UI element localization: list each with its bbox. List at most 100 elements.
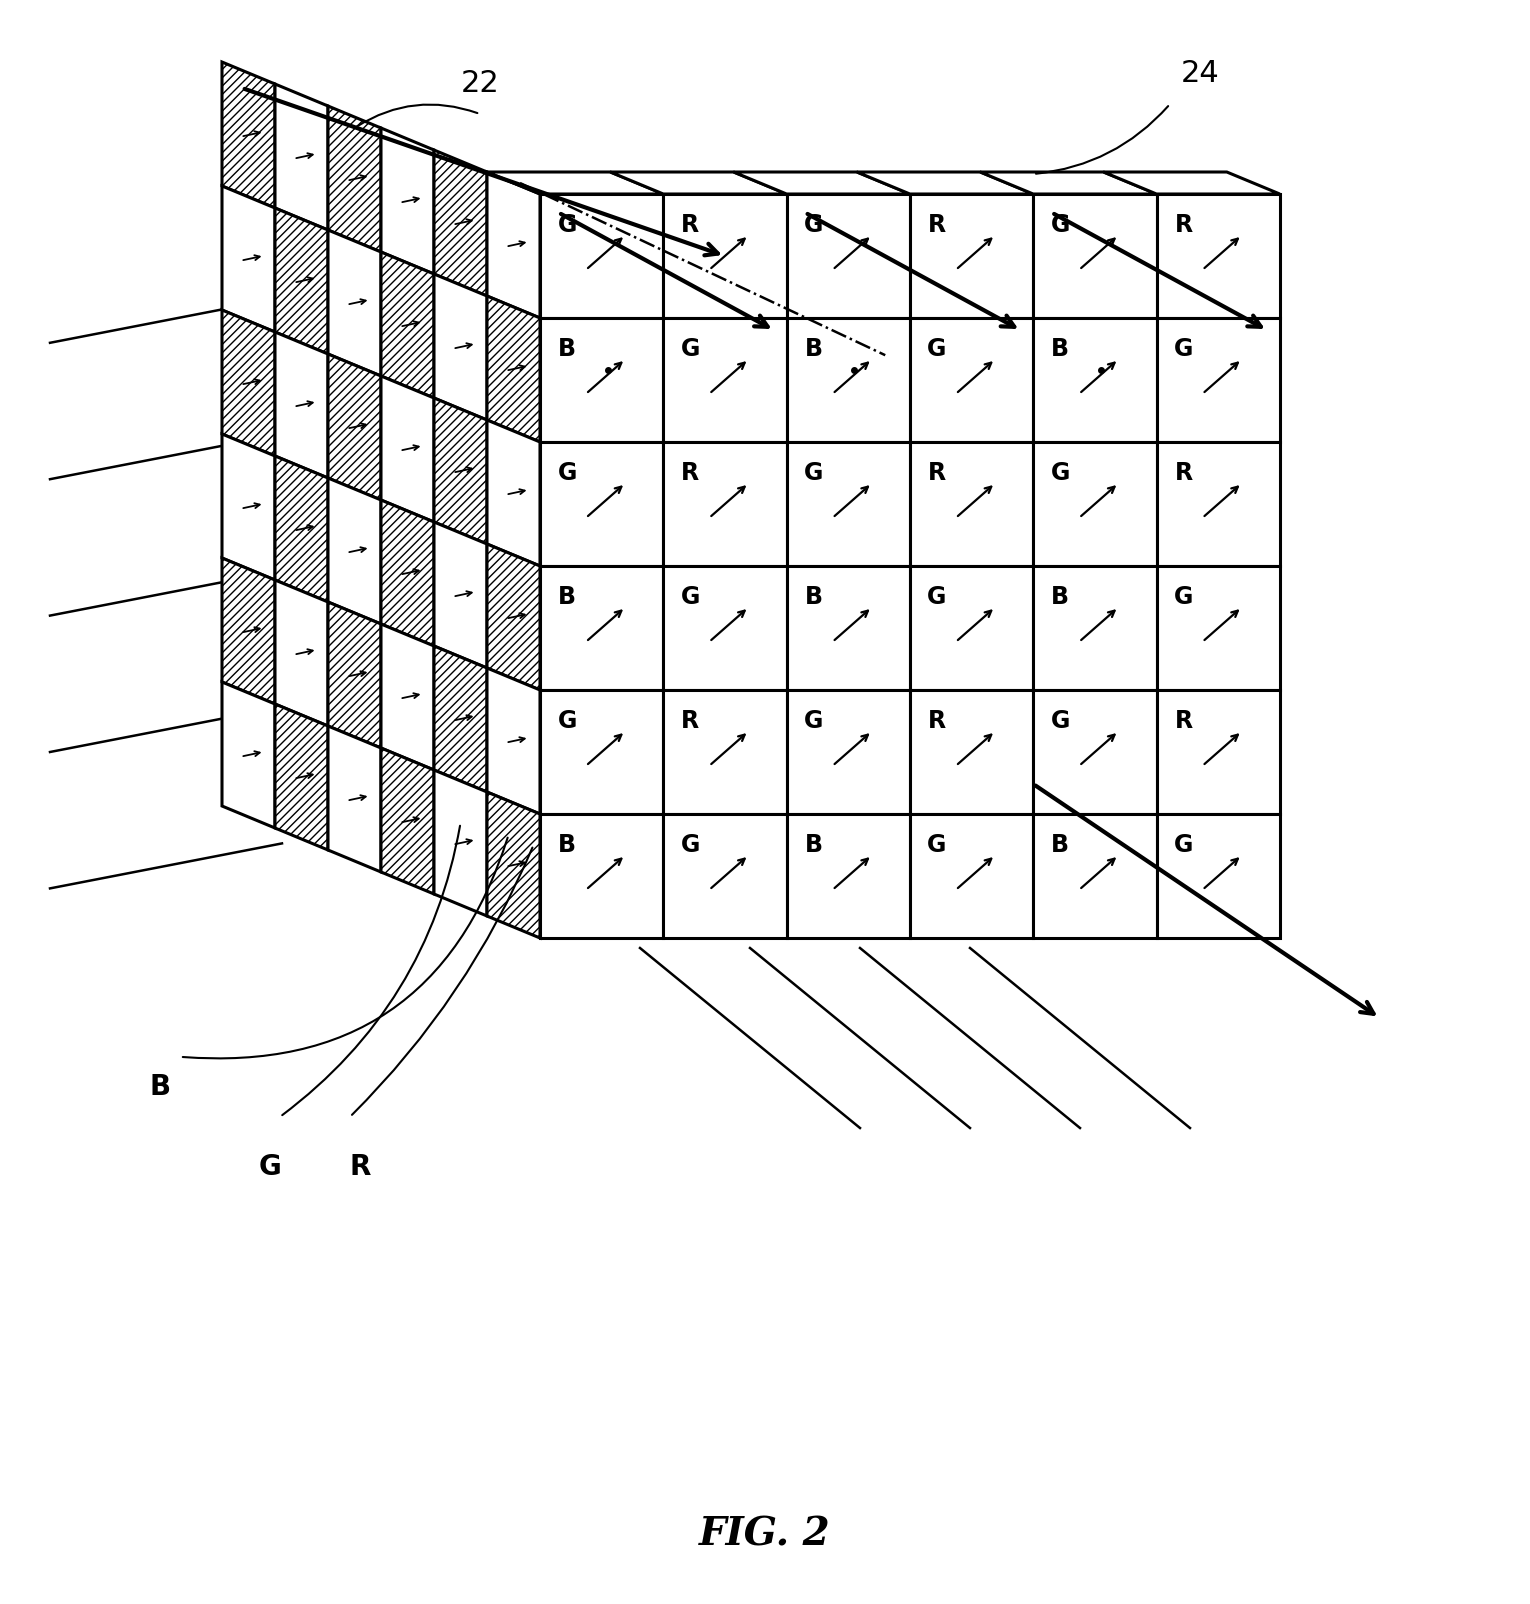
Text: 22: 22	[461, 69, 499, 98]
Polygon shape	[664, 194, 786, 318]
Polygon shape	[327, 727, 381, 873]
Text: R: R	[349, 1153, 370, 1181]
Polygon shape	[1033, 566, 1157, 690]
Polygon shape	[1157, 194, 1279, 318]
Polygon shape	[435, 521, 487, 667]
Text: G: G	[805, 460, 823, 484]
Text: R: R	[681, 709, 699, 733]
Text: G: G	[1051, 213, 1069, 237]
Polygon shape	[487, 792, 540, 938]
Polygon shape	[487, 420, 540, 566]
Polygon shape	[540, 318, 664, 443]
Polygon shape	[786, 443, 910, 566]
Polygon shape	[381, 252, 435, 398]
Polygon shape	[275, 581, 327, 727]
Text: B: B	[1051, 832, 1069, 857]
Polygon shape	[610, 172, 786, 194]
Polygon shape	[786, 813, 910, 938]
Polygon shape	[664, 813, 786, 938]
Polygon shape	[381, 128, 435, 274]
Text: G: G	[681, 585, 701, 610]
Polygon shape	[1033, 194, 1157, 318]
Text: G: G	[805, 709, 823, 733]
Text: R: R	[681, 460, 699, 484]
Polygon shape	[540, 566, 664, 690]
Polygon shape	[275, 83, 327, 229]
Polygon shape	[381, 500, 435, 646]
Text: R: R	[929, 460, 946, 484]
Text: G: G	[557, 460, 577, 484]
Text: B: B	[150, 1073, 170, 1100]
Polygon shape	[327, 602, 381, 747]
Polygon shape	[1033, 443, 1157, 566]
Polygon shape	[435, 646, 487, 792]
Text: G: G	[927, 832, 947, 857]
Text: FIG. 2: FIG. 2	[699, 1516, 831, 1553]
Polygon shape	[786, 566, 910, 690]
Polygon shape	[275, 704, 327, 850]
Polygon shape	[786, 318, 910, 443]
Text: G: G	[805, 213, 823, 237]
Polygon shape	[435, 274, 487, 420]
Polygon shape	[1033, 318, 1157, 443]
Text: G: G	[1174, 337, 1193, 361]
Polygon shape	[540, 690, 664, 813]
Polygon shape	[540, 194, 664, 318]
Polygon shape	[381, 375, 435, 521]
Text: G: G	[1174, 832, 1193, 857]
Polygon shape	[1033, 813, 1157, 938]
Polygon shape	[381, 624, 435, 770]
Polygon shape	[487, 172, 540, 318]
Polygon shape	[910, 443, 1033, 566]
Polygon shape	[664, 566, 786, 690]
Polygon shape	[664, 443, 786, 566]
Text: G: G	[927, 337, 947, 361]
Polygon shape	[1103, 172, 1279, 194]
Polygon shape	[435, 151, 487, 297]
Text: G: G	[681, 832, 701, 857]
Text: G: G	[557, 709, 577, 733]
Polygon shape	[786, 690, 910, 813]
Polygon shape	[786, 194, 910, 318]
Text: G: G	[259, 1153, 282, 1181]
Polygon shape	[275, 456, 327, 602]
Polygon shape	[327, 229, 381, 375]
Text: G: G	[1051, 460, 1069, 484]
Polygon shape	[487, 297, 540, 443]
Polygon shape	[1157, 566, 1279, 690]
Text: R: R	[1175, 460, 1193, 484]
Text: G: G	[1174, 585, 1193, 610]
Text: 24: 24	[1181, 59, 1219, 88]
Polygon shape	[487, 544, 540, 690]
Polygon shape	[910, 194, 1033, 318]
Text: B: B	[558, 337, 577, 361]
Polygon shape	[910, 813, 1033, 938]
Text: G: G	[927, 585, 947, 610]
Text: R: R	[681, 213, 699, 237]
Text: B: B	[805, 585, 823, 610]
Polygon shape	[222, 186, 275, 332]
Polygon shape	[222, 682, 275, 828]
Polygon shape	[435, 398, 487, 544]
Text: B: B	[1051, 337, 1069, 361]
Polygon shape	[910, 566, 1033, 690]
Polygon shape	[1157, 318, 1279, 443]
Text: R: R	[929, 213, 946, 237]
Text: B: B	[558, 585, 577, 610]
Polygon shape	[910, 318, 1033, 443]
Polygon shape	[327, 106, 381, 252]
Text: R: R	[1175, 709, 1193, 733]
Polygon shape	[540, 813, 664, 938]
Polygon shape	[222, 63, 275, 209]
Polygon shape	[275, 332, 327, 478]
Polygon shape	[1157, 690, 1279, 813]
Text: B: B	[1051, 585, 1069, 610]
Text: G: G	[681, 337, 701, 361]
Polygon shape	[857, 172, 1033, 194]
Polygon shape	[222, 310, 275, 456]
Polygon shape	[1033, 690, 1157, 813]
Text: G: G	[1051, 709, 1069, 733]
Polygon shape	[275, 209, 327, 354]
Text: R: R	[1175, 213, 1193, 237]
Text: B: B	[805, 337, 823, 361]
